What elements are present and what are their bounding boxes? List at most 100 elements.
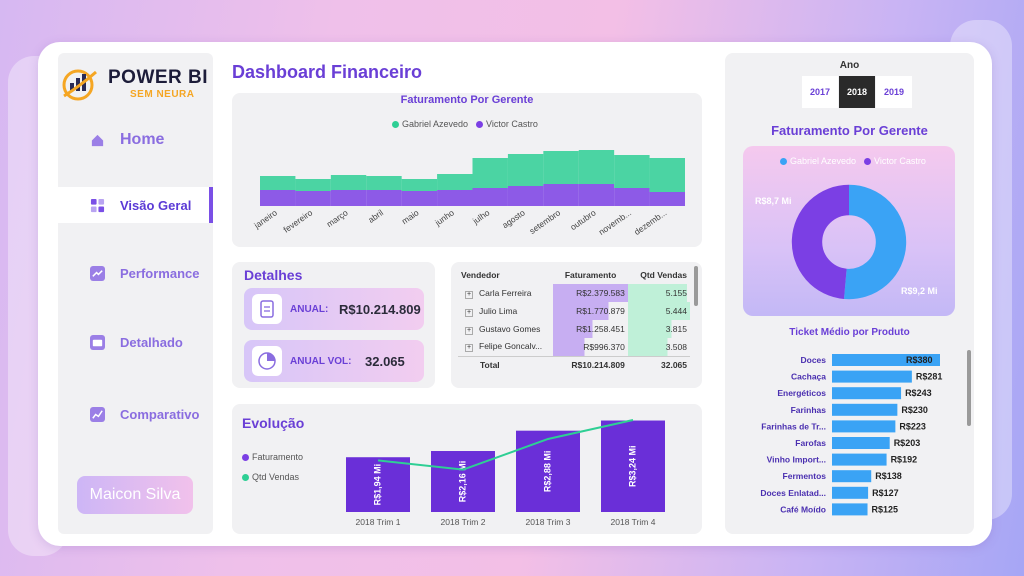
year-option-2019[interactable]: 2019: [876, 76, 912, 108]
expand-icon[interactable]: +: [465, 308, 473, 317]
ticket-bar: [832, 437, 890, 449]
ticket-value-label: R$380: [906, 355, 933, 365]
total-qtd: 32.065: [661, 360, 687, 371]
legend-item: Gabriel Azevedo: [780, 156, 856, 166]
ticket-scrollbar[interactable]: [967, 350, 971, 426]
table-total-row: Total R$10.214.809 32.065: [458, 356, 690, 374]
ticket-bar: [832, 403, 898, 416]
seller-name-cell: + Gustavo Gomes: [458, 320, 553, 338]
ticket-value-label: R$203: [894, 438, 921, 448]
total-label: Total: [480, 360, 500, 371]
nav-label: Comparativo: [120, 406, 200, 422]
evolution-bar-label: R$3,24 Mi: [627, 445, 637, 487]
stream-segment-purple: [507, 186, 544, 206]
table-row[interactable]: + Carla Ferreira R$2.379.583 5.155: [458, 284, 690, 302]
nav-item-home[interactable]: Home: [58, 122, 213, 158]
ticket-category-label: Cachaça: [791, 372, 826, 382]
brand-title: POWER BI: [108, 67, 209, 88]
monthly-chart-title: Faturamento Por Gerente: [400, 94, 534, 106]
year-option-2017[interactable]: 2017: [802, 76, 838, 108]
monthly-legend: Gabriel Azevedo Victor Castro: [392, 119, 538, 129]
fat-cell: R$1.258.451: [553, 320, 628, 338]
stream-segment-purple: [578, 184, 615, 206]
active-indicator: [209, 187, 213, 223]
legend-item: Gabriel Azevedo: [392, 119, 468, 129]
table-header-row: Vendedor Faturamento Qtd Vendas: [458, 266, 690, 284]
ticket-bar: [832, 470, 872, 483]
legend-item: Victor Castro: [864, 156, 926, 166]
stream-segment-purple: [614, 188, 650, 206]
ticket-bar: [832, 354, 940, 366]
stream-segment-purple: [401, 191, 438, 206]
seller-name: Julio Lima: [479, 305, 518, 316]
user-button[interactable]: Maicon Silva: [77, 476, 193, 514]
seller-name-cell: + Felipe Goncalv...: [458, 338, 553, 356]
seller-name: Felipe Goncalv...: [479, 341, 543, 352]
month-tick-label: junho: [432, 207, 456, 228]
expand-icon[interactable]: +: [465, 290, 473, 299]
evolution-category-label: 2018 Trim 4: [611, 517, 656, 527]
qtd-cell: 5.444: [627, 302, 690, 320]
month-tick-label: janeiro: [251, 207, 279, 231]
month-tick-label: novemb...: [597, 207, 633, 237]
ticket-value-label: R$192: [891, 455, 918, 465]
expand-icon[interactable]: +: [465, 326, 473, 335]
evolution-legend-item: Qtd Vendas: [242, 472, 299, 482]
qtd-cell: 5.155: [627, 284, 690, 302]
seller-name-cell: + Carla Ferreira: [458, 284, 553, 302]
nav-item-detalhado[interactable]: Detalhado: [58, 324, 213, 360]
ticket-category-label: Vinho Import...: [767, 455, 826, 465]
table-row[interactable]: + Julio Lima R$1.770.879 5.444: [458, 302, 690, 320]
fat-cell: R$2.379.583: [553, 284, 628, 302]
nav-item-visao-geral[interactable]: Visão Geral: [58, 187, 213, 223]
home-icon: [91, 134, 104, 146]
clipboard-icon: [252, 294, 282, 324]
column-header[interactable]: Vendedor: [461, 270, 500, 280]
pie-icon: [252, 346, 282, 376]
qtd-cell: 3.508: [627, 338, 690, 356]
nav-item-comparativo[interactable]: Comparativo: [58, 396, 213, 432]
ticket-chart: Doces R$380 Cachaça R$281 Energéticos R$243 Fa…: [760, 354, 942, 516]
month-tick-label: março: [325, 207, 350, 229]
qtd-cell: 3.815: [627, 320, 690, 338]
evolution-bar-label: R$2,88 Mi: [542, 451, 552, 493]
month-tick-label: julho: [470, 207, 491, 226]
stream-segment-green: [543, 151, 579, 184]
ticket-bar: [832, 420, 896, 433]
performance-icon: [90, 265, 105, 281]
kpi-value: 32.065: [365, 353, 405, 369]
seller-name: Gustavo Gomes: [479, 323, 541, 334]
ticket-value-label: R$243: [905, 388, 932, 398]
donut-label: R$8,7 Mi: [755, 196, 792, 206]
table-scrollbar[interactable]: [694, 266, 698, 306]
stream-segment-green: [330, 175, 367, 190]
column-header[interactable]: Faturamento: [564, 270, 617, 280]
monthly-stream-chart: janeiro fevereiro março abril maio junho julho…: [251, 150, 685, 237]
wallet-icon: [90, 334, 105, 350]
evolution-title: Evolução: [242, 415, 305, 431]
nav-label: Performance: [120, 265, 200, 281]
stream-segment-green: [614, 155, 650, 188]
nav-item-performance[interactable]: Performance: [58, 255, 213, 291]
month-tick-label: fevereiro: [281, 207, 314, 234]
legend-label: Qtd Vendas: [252, 472, 300, 482]
year-option-2018[interactable]: 2018: [839, 76, 875, 108]
overview-icon: [90, 198, 105, 212]
ticket-bar: [832, 370, 912, 383]
ticket-category-label: Doces: [800, 355, 826, 365]
column-header[interactable]: Qtd Vendas: [640, 270, 687, 280]
expand-icon[interactable]: +: [465, 344, 473, 353]
table-row[interactable]: + Gustavo Gomes R$1.258.451 3.815: [458, 320, 690, 338]
month-tick-label: outubro: [568, 207, 598, 232]
ticket-bar: [832, 387, 902, 400]
kpi-annual: ANUAL: R$10.214.809: [244, 288, 424, 330]
donut-slice: [844, 184, 907, 300]
legend-label: Gabriel Azevedo: [402, 119, 469, 129]
evolution-legend-item: Faturamento: [242, 452, 303, 462]
legend-label: Gabriel Azevedo: [790, 156, 857, 166]
ticket-value-label: R$125: [872, 504, 899, 514]
evolution-bar: [601, 420, 665, 512]
legend-item: Victor Castro: [476, 119, 538, 129]
table-row[interactable]: + Felipe Goncalv... R$996.370 3.508: [458, 338, 690, 356]
seller-name-cell: + Julio Lima: [458, 302, 553, 320]
